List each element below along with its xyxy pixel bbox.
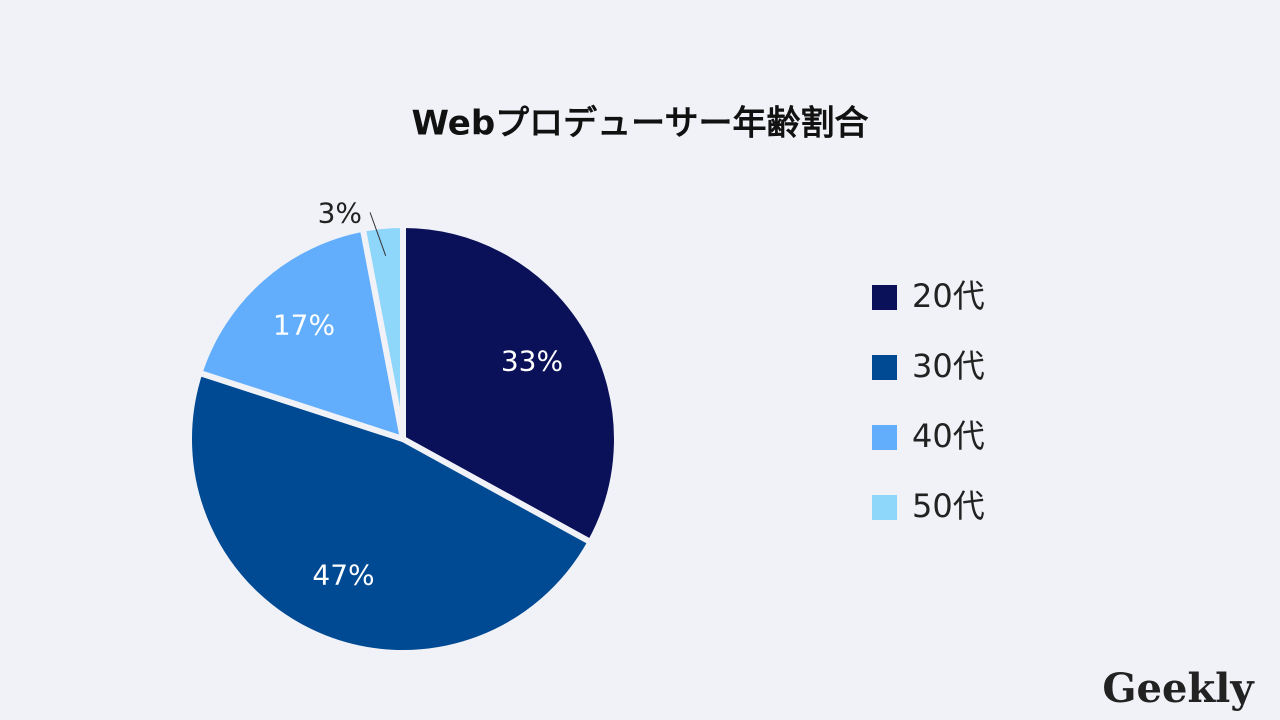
- pie-slice: [196, 225, 406, 442]
- legend-swatch: [872, 355, 897, 380]
- legend-swatch: [872, 425, 897, 450]
- legend-label: 40代: [912, 417, 985, 455]
- legend-label: 20代: [912, 277, 985, 315]
- chart-title: Webプロデューサー年齢割合: [411, 104, 868, 144]
- legend-label: 30代: [912, 347, 985, 385]
- legend-swatch: [872, 495, 897, 520]
- legend-label: 50代: [912, 487, 985, 525]
- data-label: 3%: [318, 196, 362, 229]
- logo: Geekly: [1102, 665, 1255, 712]
- pie-slice: [186, 369, 594, 656]
- data-label: 33%: [501, 345, 563, 378]
- pie-slice: [400, 222, 620, 546]
- pie-slice: [359, 222, 406, 442]
- legend-swatch: [872, 285, 897, 310]
- leader-line: [369, 212, 387, 256]
- data-label: 17%: [273, 309, 335, 342]
- data-label: 47%: [312, 558, 374, 591]
